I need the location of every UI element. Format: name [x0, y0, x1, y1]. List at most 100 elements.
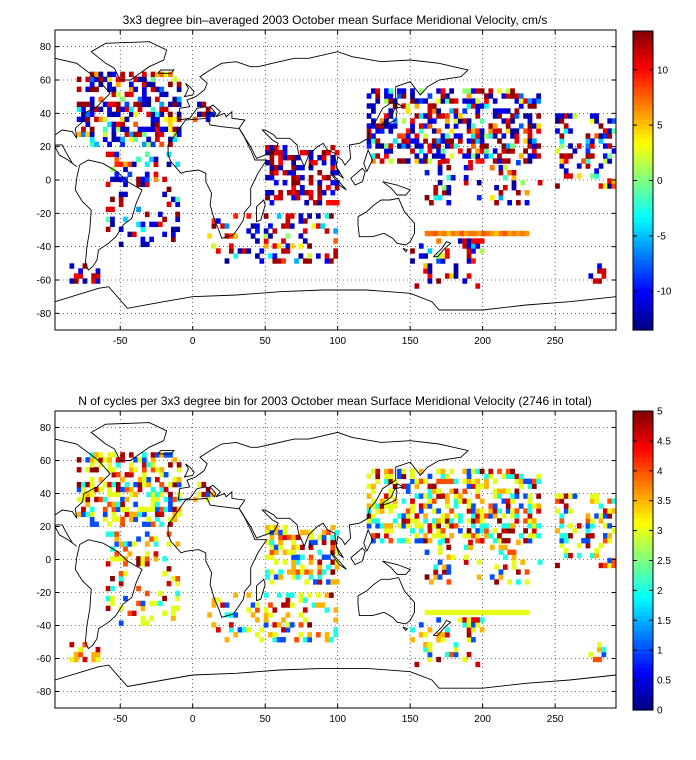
- bin-cell: [201, 481, 207, 488]
- bin-cell: [140, 615, 146, 621]
- bin-cell: [298, 612, 304, 618]
- bin-cell: [175, 605, 181, 612]
- bin-cell: [559, 538, 565, 544]
- bin-cell: [427, 143, 433, 149]
- bin-cell: [497, 518, 502, 524]
- bin-cell: [410, 118, 415, 124]
- bin-cell: [449, 478, 455, 484]
- bin-cell: [123, 546, 128, 552]
- bin-cell: [611, 118, 617, 124]
- bin-cell: [502, 609, 508, 616]
- bin-cell: [276, 258, 282, 264]
- bin-cell: [471, 622, 476, 628]
- y-tick-label: 80: [40, 423, 52, 434]
- bin-cell: [94, 467, 99, 473]
- bin-cell: [115, 91, 121, 98]
- bin-cell: [611, 183, 617, 189]
- bin-cell: [444, 133, 450, 139]
- bin-cell: [159, 511, 165, 517]
- bin-cell: [85, 481, 91, 488]
- bin-cell: [384, 98, 389, 104]
- bin-cell: [457, 138, 463, 144]
- bin-cell: [492, 98, 498, 104]
- bin-cell: [304, 579, 310, 585]
- bin-cell: [453, 268, 459, 274]
- bin-cell: [289, 622, 295, 628]
- bin-cell: [272, 632, 278, 638]
- bin-cell: [479, 528, 485, 534]
- bin-cell: [133, 516, 139, 522]
- bin-cell: [85, 496, 91, 503]
- bin-cell: [120, 501, 125, 508]
- bin-cell: [588, 273, 594, 279]
- bin-cell: [527, 498, 533, 504]
- bin-cell: [211, 602, 217, 608]
- bin-cell: [98, 116, 104, 123]
- bin-cell: [563, 173, 569, 179]
- bin-cell: [572, 148, 578, 154]
- bin-cell: [98, 462, 104, 468]
- bin-cell: [431, 518, 437, 524]
- bin-cell: [168, 111, 173, 118]
- bin-cell: [568, 552, 573, 559]
- bin-cell: [176, 467, 182, 473]
- bin-cell: [484, 523, 489, 529]
- bin-cell: [307, 253, 312, 259]
- bin-cell: [307, 632, 312, 638]
- bin-cell: [317, 564, 323, 570]
- bin-cell: [278, 539, 283, 546]
- bin-cell: [155, 116, 160, 123]
- bin-cell: [536, 143, 542, 149]
- bin-cell: [159, 486, 165, 493]
- bin-cell: [124, 91, 130, 98]
- bin-cell: [273, 544, 279, 550]
- bin-cell: [531, 483, 537, 489]
- bin-cell: [431, 483, 437, 489]
- coastline: [308, 161, 313, 169]
- bin-cell: [498, 190, 504, 196]
- bin-cell: [449, 488, 455, 494]
- bin-cell: [175, 595, 181, 602]
- bin-cell: [324, 607, 330, 613]
- bin-cell: [444, 93, 450, 99]
- bin-cell: [527, 523, 533, 529]
- bin-cell: [524, 579, 530, 585]
- bin-cell: [175, 580, 181, 587]
- bin-cell: [401, 473, 407, 480]
- bin-cell: [291, 539, 297, 546]
- bin-cell: [401, 138, 407, 144]
- bin-cell: [484, 103, 489, 109]
- bin-cell: [514, 508, 520, 514]
- bin-cell: [476, 574, 482, 580]
- bin-cell: [527, 143, 533, 149]
- bin-cell: [110, 206, 115, 213]
- bin-cell: [501, 108, 507, 114]
- bin-cell: [446, 564, 452, 570]
- bin-cell: [150, 486, 156, 493]
- bin-cell: [366, 103, 372, 109]
- bin-cell: [384, 533, 389, 539]
- bin-cell: [155, 516, 160, 522]
- bin-cell: [259, 248, 265, 254]
- bin-cell: [585, 528, 591, 534]
- colorbar-segment: [633, 663, 653, 669]
- bin-cell: [455, 609, 460, 616]
- bin-cell: [463, 559, 469, 565]
- bin-cell: [162, 610, 168, 616]
- bin-cell: [123, 161, 128, 168]
- bin-cell: [307, 622, 312, 628]
- bin-cell: [602, 508, 608, 514]
- bin-cell: [155, 131, 160, 138]
- bin-cell: [111, 131, 117, 138]
- bin-cell: [585, 533, 591, 539]
- bin-cell: [611, 128, 617, 134]
- bin-cell: [371, 103, 376, 109]
- bin-cell: [494, 579, 499, 585]
- bin-cell: [105, 216, 111, 223]
- bin-cell: [450, 554, 456, 560]
- bin-cell: [453, 642, 459, 648]
- bin-cell: [475, 283, 481, 289]
- bin-cell: [449, 468, 455, 475]
- bin-cell: [133, 86, 139, 93]
- bin-cell: [298, 592, 304, 598]
